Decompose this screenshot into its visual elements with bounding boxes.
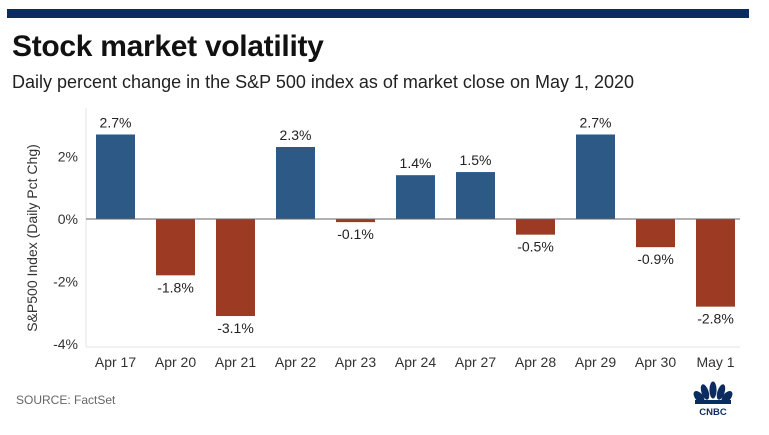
x-tick-label: May 1 — [696, 354, 734, 370]
bar — [216, 219, 255, 317]
bar — [696, 219, 735, 307]
data-label: -2.8% — [697, 311, 734, 327]
y-tick-label: 2% — [58, 148, 78, 164]
x-tick-label: Apr 24 — [395, 354, 436, 370]
data-label: 2.3% — [280, 127, 312, 143]
x-tick-label: Apr 29 — [575, 354, 616, 370]
bar — [336, 219, 375, 223]
data-label: -0.5% — [517, 239, 554, 255]
x-tick-label: Apr 20 — [155, 354, 196, 370]
bar — [576, 134, 615, 219]
bar — [516, 219, 555, 235]
data-label: -3.1% — [217, 320, 254, 336]
bar — [456, 172, 495, 219]
data-label: 2.7% — [580, 114, 612, 130]
bar — [276, 147, 315, 219]
data-label: 1.4% — [400, 155, 432, 171]
y-tick-label: -2% — [53, 274, 78, 290]
bar — [636, 219, 675, 248]
bar — [396, 175, 435, 219]
x-tick-label: Apr 21 — [215, 354, 256, 370]
chart-subtitle: Daily percent change in the S&P 500 inde… — [12, 72, 635, 92]
y-axis-label: S&P500 Index (Daily Pct Chg) — [24, 144, 40, 332]
cnbc-logo-text: CNBC — [699, 407, 727, 418]
bar — [156, 219, 195, 276]
y-tick-label: -4% — [53, 336, 78, 352]
x-tick-label: Apr 27 — [455, 354, 496, 370]
data-label: 2.7% — [100, 114, 132, 130]
data-label: -0.9% — [637, 251, 674, 267]
bar — [96, 134, 135, 219]
x-tick-label: Apr 30 — [635, 354, 676, 370]
x-tick-label: Apr 22 — [275, 354, 316, 370]
x-tick-label: Apr 17 — [95, 354, 136, 370]
y-tick-label: 0% — [58, 211, 78, 227]
data-label: -0.1% — [337, 226, 374, 242]
x-tick-label: Apr 23 — [335, 354, 376, 370]
data-label: 1.5% — [460, 152, 492, 168]
chart-title: Stock market volatility — [12, 30, 324, 63]
source-note: SOURCE: FactSet — [16, 393, 116, 407]
cnbc-logo-icon: CNBC — [693, 381, 733, 418]
header-bar — [7, 9, 749, 18]
x-tick-label: Apr 28 — [515, 354, 556, 370]
data-label: -1.8% — [157, 279, 194, 295]
